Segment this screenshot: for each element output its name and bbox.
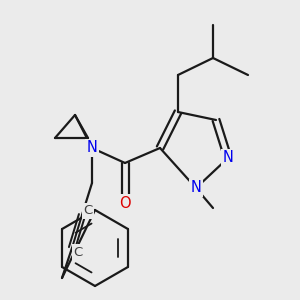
Text: N: N <box>190 181 201 196</box>
Text: C: C <box>74 245 82 259</box>
Text: N: N <box>223 151 233 166</box>
Text: C: C <box>83 205 93 218</box>
Text: N: N <box>87 140 98 155</box>
Text: O: O <box>119 196 131 211</box>
